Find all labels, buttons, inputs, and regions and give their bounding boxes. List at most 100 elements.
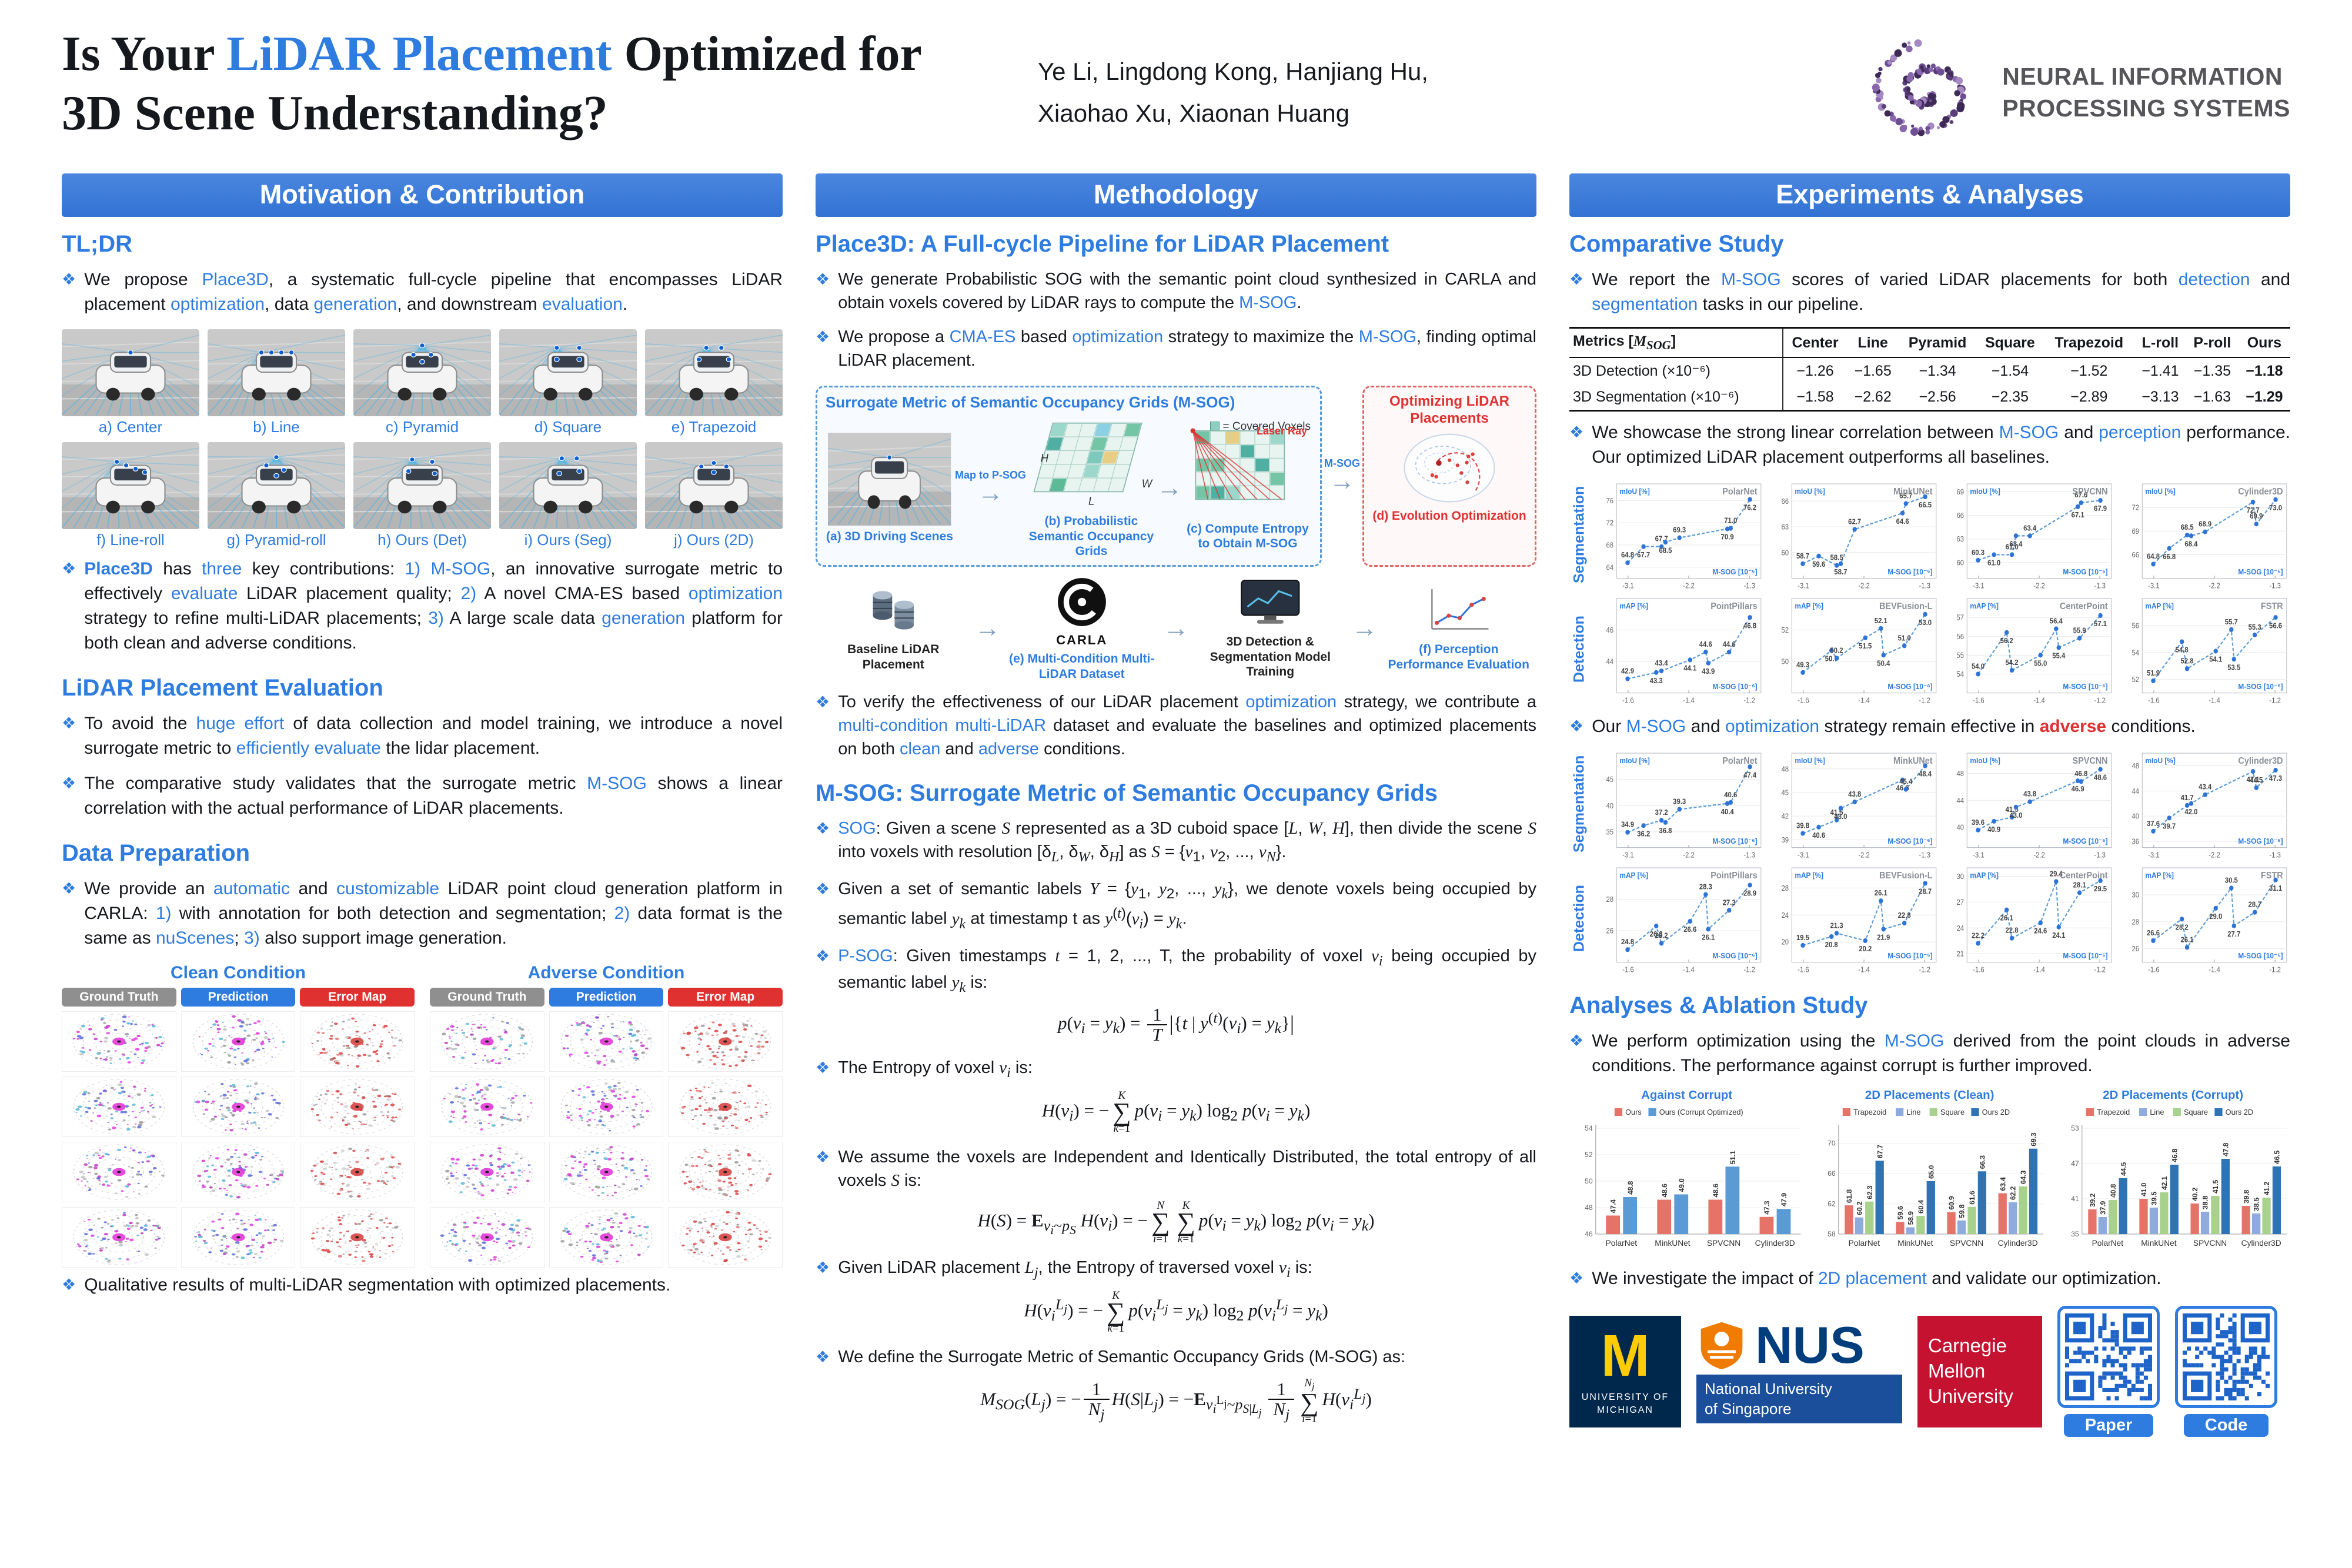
svg-text:BEVFusion-L: BEVFusion-L	[1879, 601, 1933, 612]
svg-text:-1.4: -1.4	[2209, 696, 2220, 705]
arrow-bottom-2: →	[1163, 615, 1189, 641]
svg-text:M-SOG [10⁻⁶]: M-SOG [10⁻⁶]	[2063, 837, 2107, 845]
bullet-icon	[816, 325, 830, 372]
optimizing-placements-title: Optimizing LiDAR Placements	[1389, 393, 1509, 426]
formula-voxel-entropy: H(vi) = − K ∑ k=1 p(vi = yk) log2 p(vi = yk)	[1041, 1089, 1311, 1135]
placement-thumb-4: d) Square	[499, 329, 637, 436]
placement-thumb-5: e) Trapezoid	[645, 329, 783, 436]
stage-perception-evaluation: (f) Perception Performance Evaluation	[1381, 584, 1537, 672]
poster-title: Is Your LiDAR Placement Optimized for 3D …	[62, 26, 922, 141]
bullet-exp-1: We report the M-SOG scores of varied LiD…	[1569, 268, 2290, 317]
svg-text:62.2: 62.2	[2009, 1186, 2017, 1200]
bullet-icon	[1569, 268, 1583, 317]
svg-text:58.7: 58.7	[1834, 567, 1847, 576]
svg-text:mIoU [%]: mIoU [%]	[1795, 757, 1825, 765]
lidar-scan-thumb	[430, 1142, 544, 1202]
scatter-bevfusion-l: 50 52 -1.6 -1.4 -1.2 49.3 50.750.2 51.5 52.1 50.4…	[1768, 593, 1940, 705]
nus-shield-icon	[1700, 1322, 1743, 1369]
scatter-pointpillars: 44 46 -1.6 -1.4 -1.2 42.9 43.3 43.4 44.1 44.6 43.9…	[1592, 593, 1765, 705]
svg-text:55.7: 55.7	[2225, 617, 2238, 626]
svg-text:67.6: 67.6	[2074, 491, 2087, 500]
svg-text:-1.6: -1.6	[1973, 965, 1984, 974]
svg-text:68: 68	[1606, 541, 1613, 550]
svg-text:-1.6: -1.6	[1973, 696, 1984, 705]
svg-text:26: 26	[1606, 927, 1613, 935]
svg-text:43.3: 43.3	[1650, 676, 1663, 685]
svg-text:28: 28	[2132, 918, 2139, 927]
paper-button[interactable]: Paper	[2063, 1414, 2154, 1437]
placement-label: b) Line	[253, 418, 300, 436]
svg-text:72: 72	[1606, 519, 1613, 527]
formula-traversed-entropy: H(viLj) = − K ∑ k=1 p(viLj = yk) log2 p(viLj…	[1024, 1289, 1328, 1335]
svg-text:64: 64	[1606, 563, 1613, 572]
lidar-scan-thumb	[430, 1207, 544, 1268]
svg-text:M-SOG [10⁻⁶]: M-SOG [10⁻⁶]	[2063, 951, 2107, 960]
svg-text:47.3: 47.3	[2269, 774, 2282, 783]
svg-text:20.2: 20.2	[1859, 945, 1872, 954]
svg-text:mIoU [%]: mIoU [%]	[2145, 757, 2175, 765]
scatter-polarnet: 35 40 45 -3.1 -2.2 -1.3 34.936.2 37.2 36.8 39.3 40…	[1592, 748, 1765, 860]
svg-text:mAP [%]: mAP [%]	[1970, 871, 1999, 880]
svg-text:-1.2: -1.2	[2269, 965, 2281, 974]
arrow-to-entropy: →	[1157, 475, 1182, 501]
svg-text:mIoU [%]: mIoU [%]	[1970, 487, 2000, 496]
svg-text:28.3: 28.3	[1699, 882, 1712, 891]
svg-text:47.4: 47.4	[1743, 771, 1756, 780]
svg-text:-3.1: -3.1	[1973, 851, 1984, 860]
bullet-icon	[1569, 420, 1583, 470]
table-header-cell: Ours	[2238, 327, 2290, 358]
badge-ground-truth: Ground Truth	[430, 988, 544, 1007]
svg-text:PolarNet: PolarNet	[1849, 1239, 1880, 1248]
svg-text:-3.1: -3.1	[1622, 581, 1634, 590]
svg-text:58.9: 58.9	[1907, 1211, 1915, 1225]
svg-text:Ours (Corrupt Optimized): Ours (Corrupt Optimized)	[1659, 1108, 1743, 1116]
svg-text:51.9: 51.9	[2147, 668, 2160, 677]
lidar-scan-thumb	[430, 1011, 544, 1072]
heading-pipeline: Place3D: A Full-cycle Pipeline for LiDAR…	[816, 231, 1389, 257]
svg-text:PointPillars: PointPillars	[1710, 601, 1757, 612]
scatter-bevfusion-l: 20 24 28 -1.6 -1.4 -1.2 19.5 20.8 21.3 20.2 26.1 21…	[1768, 862, 1940, 974]
ablation-bar-charts: Against Corrupt Ours Ours (Corrupt Optimiz…	[1569, 1086, 2290, 1261]
svg-text:43.8: 43.8	[1848, 790, 1861, 798]
bullet-ablation-1: We perform optimization using the M-SOG …	[1569, 1029, 2290, 1078]
svg-text:Cylinder3D: Cylinder3D	[1755, 1239, 1795, 1248]
lidar-scan-thumb	[300, 1207, 415, 1268]
code-button[interactable]: Code	[2183, 1414, 2269, 1437]
bullet-data-prep: We provide an automatic and customizable…	[62, 877, 783, 951]
svg-text:60: 60	[1956, 559, 1964, 567]
svg-text:M-SOG [10⁻⁶]: M-SOG [10⁻⁶]	[1887, 951, 1932, 960]
svg-text:-1.6: -1.6	[2148, 696, 2160, 705]
badge-ground-truth: Ground Truth	[62, 988, 176, 1007]
bullet-icon	[816, 690, 830, 761]
svg-text:26: 26	[2132, 945, 2139, 954]
svg-text:mIoU [%]: mIoU [%]	[1970, 757, 2000, 765]
svg-text:48: 48	[1585, 1203, 1593, 1212]
svg-text:30: 30	[1956, 872, 1964, 881]
svg-text:60.2: 60.2	[1856, 1201, 1864, 1215]
svg-text:35: 35	[2071, 1230, 2079, 1238]
svg-text:mAP [%]: mAP [%]	[1795, 602, 1823, 611]
svg-text:mIoU [%]: mIoU [%]	[1795, 487, 1825, 496]
bullet-icon	[62, 711, 76, 761]
bullet-icon	[816, 1256, 830, 1282]
pipeline-figure: Surrogate Metric of Semantic Occupancy G…	[816, 386, 1536, 681]
svg-text:64.6: 64.6	[1896, 517, 1909, 526]
bullet-icon	[816, 877, 830, 934]
svg-text:44.1: 44.1	[1683, 664, 1696, 673]
svg-text:-3.1: -3.1	[1798, 851, 1809, 860]
svg-text:61.0: 61.0	[2006, 543, 2019, 551]
laser-ray-label: Laser Ray	[1256, 424, 1307, 437]
svg-text:62.3: 62.3	[1866, 1185, 1874, 1199]
svg-text:56.2: 56.2	[2000, 636, 2013, 645]
svg-text:41: 41	[2071, 1195, 2079, 1203]
svg-text:68.5: 68.5	[2181, 523, 2194, 531]
scatter-centerpoint: 21 24 27 30 -1.6 -1.4 -1.2 22.2 26.1 22.8 24.6 29.4…	[1943, 862, 2115, 974]
plot-row-label-segmentation: Segmentation	[1571, 486, 1588, 583]
driving-scene-icon	[828, 432, 951, 526]
svg-text:48.6: 48.6	[1712, 1183, 1720, 1198]
arrow-icon: →	[974, 613, 1001, 643]
svg-text:MinkUNet: MinkUNet	[1898, 1239, 1934, 1248]
authors: Ye Li, Lingdong Kong, Hanjiang Hu, Xiaoh…	[1014, 25, 1649, 135]
